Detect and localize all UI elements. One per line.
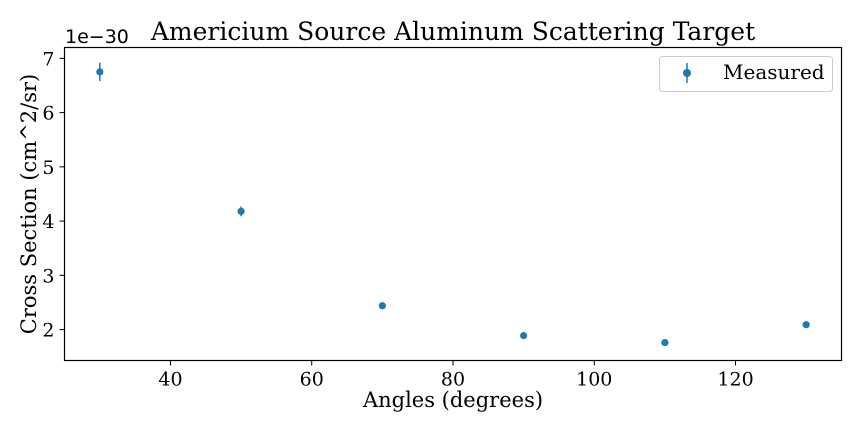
y-offset-label: 1e−30 (65, 26, 129, 48)
y-tick-label: 5 (42, 157, 54, 179)
y-tick-label: 3 (42, 265, 54, 287)
data-point (96, 68, 104, 76)
plot-frame (63, 46, 843, 362)
y-tick-label: 6 (42, 103, 54, 125)
legend: Measured (659, 56, 833, 92)
y-tick-label: 4 (42, 211, 54, 233)
data-point (520, 331, 528, 340)
legend-label: Measured (723, 60, 825, 84)
data-point (237, 207, 245, 215)
data-point (802, 321, 810, 329)
y-tick-label: 7 (42, 48, 54, 70)
plot-area: 40 60 80 100 120 2 3 4 5 6 7 (42, 48, 810, 391)
legend-marker (683, 69, 691, 77)
y-axis-label: Cross Section (cm^2/sr) (17, 74, 41, 334)
data-point (378, 302, 386, 310)
y-tick-label: 2 (42, 320, 54, 342)
x-tick-label: 100 (576, 369, 612, 391)
x-tick-label: 80 (441, 369, 465, 391)
data-point (661, 338, 669, 347)
x-tick-label: 120 (717, 369, 753, 391)
x-tick-label: 60 (300, 369, 324, 391)
x-axis-label: Angles (degrees) (362, 388, 543, 412)
x-tick-label: 40 (158, 369, 182, 391)
legend-box (659, 56, 833, 92)
chart-title: Americium Source Aluminum Scattering Tar… (150, 17, 755, 46)
